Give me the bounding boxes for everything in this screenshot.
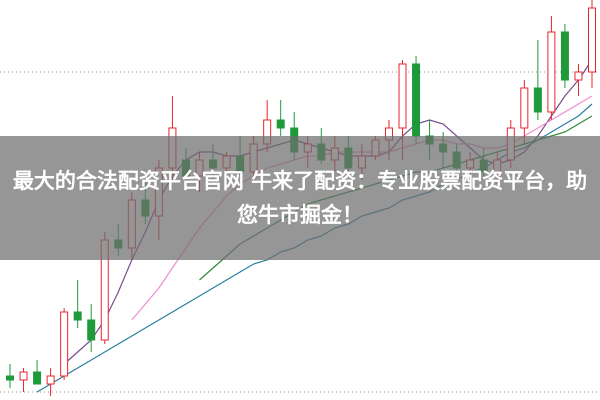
candle-body bbox=[33, 371, 42, 385]
candle-body bbox=[588, 7, 596, 73]
title: 最大的合法配资平台官网 牛来了配资：专业股票配资平台，助您牛市掘金！ bbox=[12, 169, 588, 227]
candle-body bbox=[547, 31, 556, 113]
candle-body bbox=[19, 371, 28, 381]
candle-body bbox=[533, 87, 542, 113]
candle-body bbox=[6, 375, 14, 381]
candle-body bbox=[398, 63, 407, 129]
candle-body bbox=[276, 119, 285, 129]
candle-body bbox=[87, 319, 96, 341]
candle-body bbox=[73, 311, 82, 321]
candle-body bbox=[46, 375, 55, 385]
candle-body bbox=[412, 63, 421, 137]
candle-body bbox=[520, 87, 529, 129]
candle-body bbox=[560, 31, 569, 81]
candle-body bbox=[574, 71, 583, 81]
candle-body bbox=[60, 311, 69, 377]
title-banner: 最大的合法配资平台官网 牛来了配资：专业股票配资平台，助您牛市掘金！ bbox=[0, 136, 600, 260]
